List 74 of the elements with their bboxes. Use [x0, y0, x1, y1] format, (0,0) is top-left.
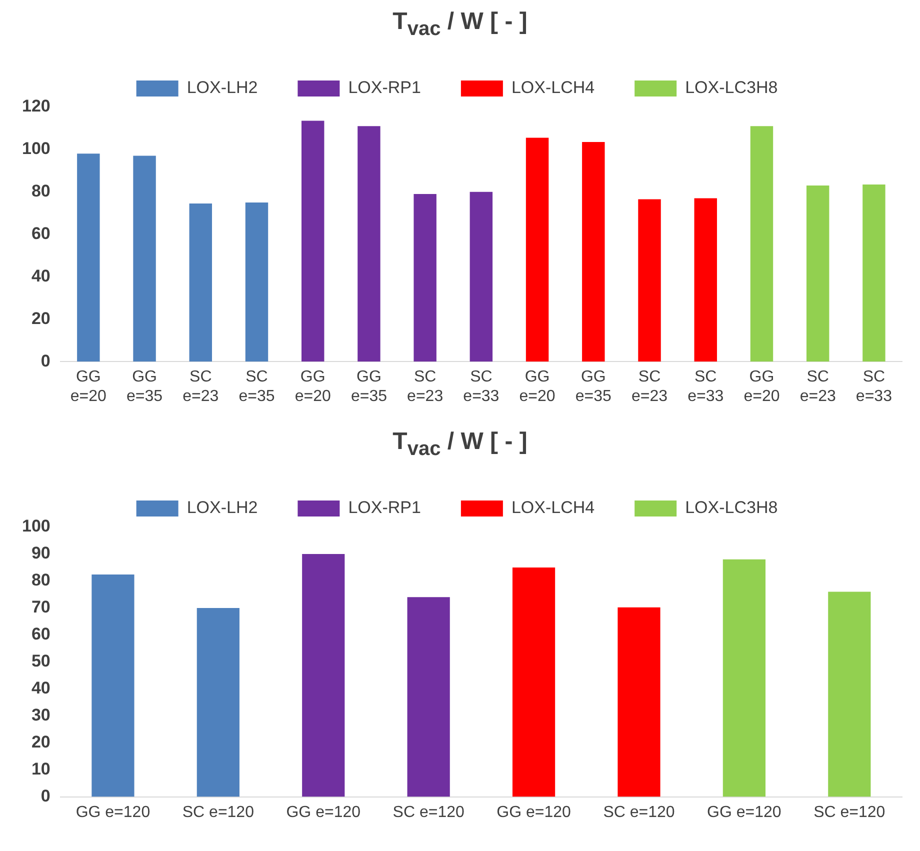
y-tick-label: 30	[31, 706, 50, 725]
x-tick-label: GG e=120	[286, 804, 361, 821]
x-tick-label: GG e=120	[496, 804, 572, 821]
bar	[694, 198, 717, 362]
bar	[828, 592, 871, 797]
y-tick-label: 100	[22, 139, 50, 158]
x-tick-label: GG e=35	[350, 368, 388, 405]
x-tick-label: GG e=120	[707, 804, 782, 821]
y-tick-label: 70	[31, 598, 50, 617]
bar	[301, 120, 324, 362]
legend-label: LOX-LC3H8	[685, 498, 778, 518]
x-tick-label: GG e=20	[744, 368, 780, 405]
bar	[407, 597, 450, 797]
bar	[806, 186, 830, 362]
x-tick-label: SC e=23	[407, 368, 444, 405]
bar	[133, 156, 156, 362]
x-tick-label: SC e=35	[238, 368, 275, 405]
bar	[189, 204, 212, 362]
bar	[92, 574, 134, 797]
bar	[245, 202, 268, 362]
legend-label: LOX-LH2	[186, 78, 258, 98]
y-tick-label: 90	[31, 544, 50, 563]
legend-label: LOX-LC3H8	[685, 78, 778, 98]
x-tick-label: SC e=33	[688, 368, 724, 405]
legend-label: LOX-LCH4	[511, 78, 595, 98]
legend-label: LOX-LH2	[186, 498, 258, 518]
bar	[302, 554, 345, 797]
bar	[358, 126, 380, 362]
y-tick-label: 80	[31, 570, 50, 590]
bar	[512, 567, 556, 797]
x-tick-label: SC e=23	[631, 368, 668, 405]
bar	[414, 194, 436, 362]
y-tick-label: 60	[31, 224, 50, 243]
x-tick-label: GG e=20	[294, 368, 331, 405]
x-tick-label: GG e=20	[70, 368, 107, 405]
y-tick-label: 50	[31, 652, 50, 671]
y-tick-label: 20	[31, 732, 50, 752]
legend-label: LOX-RP1	[348, 78, 421, 98]
x-tick-label: GG e=35	[126, 368, 163, 405]
chart-title: T$_{vac}$ / W [ - ]	[392, 8, 528, 40]
y-tick-label: 20	[31, 308, 50, 328]
bar	[77, 154, 100, 362]
y-tick-label: 40	[31, 678, 50, 698]
chart-title: T$_{vac}$ / W [ - ]	[392, 428, 528, 460]
y-tick-label: 0	[40, 351, 50, 370]
x-tick-label: SC e=120	[392, 804, 464, 821]
x-tick-label: GG e=35	[575, 368, 612, 405]
y-tick-label: 40	[31, 266, 50, 286]
x-tick-label: SC e=33	[463, 368, 500, 405]
bar	[526, 138, 549, 362]
x-tick-label: SC e=23	[182, 368, 219, 405]
x-tick-label: SC e=33	[856, 368, 892, 405]
bar	[750, 126, 774, 362]
y-tick-label: 60	[31, 624, 50, 644]
y-tick-label: 120	[22, 96, 50, 116]
y-tick-label: 100	[22, 516, 50, 536]
x-tick-label: SC e=120	[603, 804, 675, 821]
legend-label: LOX-LCH4	[511, 498, 595, 518]
bar	[618, 607, 660, 797]
bar	[722, 559, 766, 797]
x-tick-label: SC e=120	[814, 804, 886, 821]
x-tick-label: SC e=120	[182, 804, 254, 821]
y-tick-label: 80	[31, 182, 50, 201]
bar	[862, 184, 886, 362]
legend-label: LOX-RP1	[348, 498, 421, 518]
y-tick-label: 0	[40, 786, 50, 806]
x-tick-label: SC e=23	[800, 368, 836, 405]
bar	[470, 192, 493, 362]
x-tick-label: GG e=20	[519, 368, 556, 405]
bar	[582, 142, 605, 362]
bar	[196, 608, 240, 797]
x-tick-label: GG e=120	[76, 804, 150, 821]
y-tick-label: 10	[31, 760, 50, 779]
bar	[638, 199, 661, 362]
